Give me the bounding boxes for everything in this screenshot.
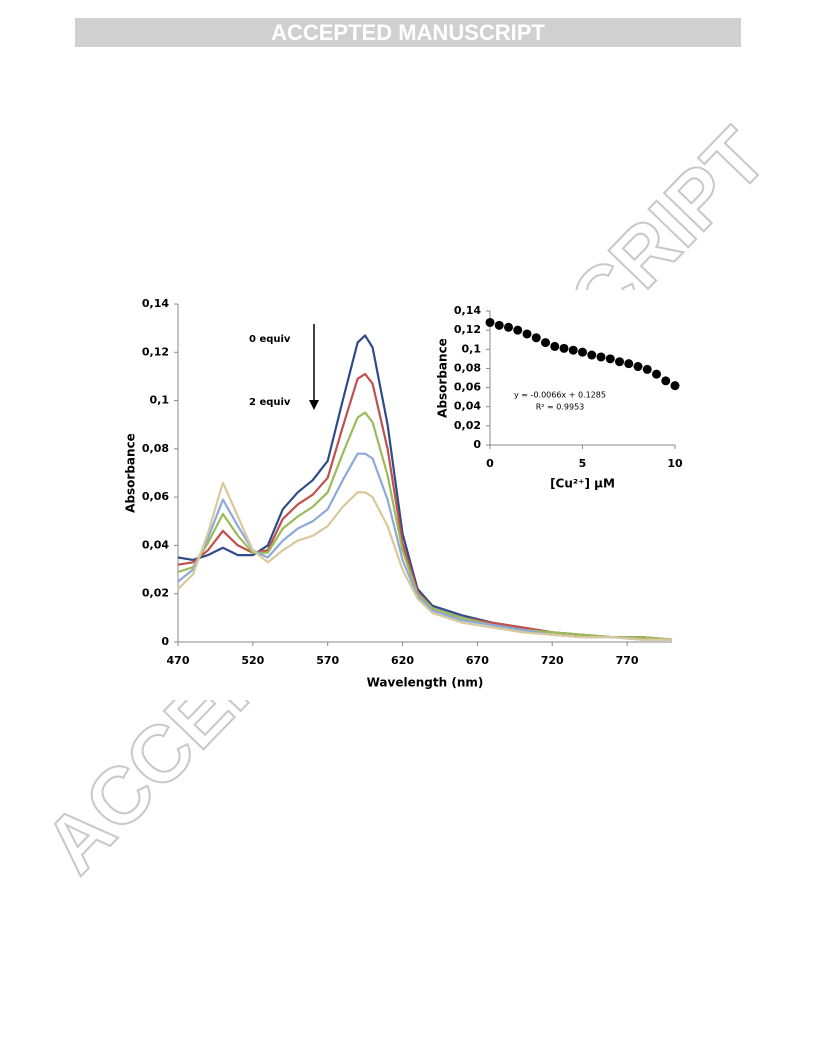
data-point <box>642 364 652 374</box>
y-tick-label: 0,02 <box>142 587 169 600</box>
data-point <box>550 341 560 351</box>
data-point <box>624 359 634 369</box>
x-tick-label: 470 <box>167 654 190 667</box>
x-tick-label: 570 <box>316 654 339 667</box>
data-point <box>513 325 523 335</box>
x-tick-label: 5 <box>579 457 587 470</box>
annotation: R² = 0.9953 <box>536 403 585 412</box>
x-tick-label: 520 <box>241 654 264 667</box>
spectrum-line <box>177 481 672 641</box>
y-tick-label: 0 <box>473 438 481 451</box>
y-tick-label: 0,02 <box>454 419 481 432</box>
data-point <box>596 352 606 362</box>
y-axis-label: Absorbance <box>124 433 138 513</box>
data-point <box>522 329 532 339</box>
x-tick-label: 720 <box>541 654 564 667</box>
data-point <box>504 322 513 332</box>
y-tick-label: 0,12 <box>454 323 481 336</box>
y-tick-label: 0,06 <box>142 490 169 503</box>
data-point <box>578 347 587 357</box>
y-tick-label: 0,04 <box>142 538 169 551</box>
x-tick-label: 770 <box>616 654 639 667</box>
x-tick-label: 0 <box>486 457 494 470</box>
y-tick-label: 0 <box>161 635 169 648</box>
y-tick-label: 0,1 <box>150 394 170 407</box>
figure-background <box>120 290 690 700</box>
y-tick-label: 0,08 <box>454 361 481 374</box>
data-point <box>531 333 541 343</box>
x-tick-label: 670 <box>466 654 489 667</box>
data-point <box>633 362 643 372</box>
data-point <box>568 345 578 355</box>
annotation: 0 equiv <box>249 334 291 345</box>
y-tick-label: 0,1 <box>462 342 482 355</box>
annotation: y = -0.0066x + 0.1285 <box>514 391 606 400</box>
y-tick-label: 0,14 <box>454 304 481 317</box>
y-tick-label: 0,06 <box>454 381 481 394</box>
annotation: 2 equiv <box>249 397 291 408</box>
x-axis-label: [Cu²⁺] µM <box>550 477 615 491</box>
spectrum-line <box>177 411 673 641</box>
data-point <box>587 350 597 360</box>
data-point <box>670 381 680 391</box>
x-axis-label: Wavelength (nm) <box>367 676 484 690</box>
x-tick-label: 10 <box>667 457 683 470</box>
y-axis-label: Absorbance <box>436 338 450 418</box>
data-point <box>485 317 495 327</box>
data-point <box>494 320 504 330</box>
arrow-head <box>309 400 319 410</box>
header-bar <box>75 18 741 47</box>
data-point <box>541 338 550 348</box>
data-point <box>605 354 615 364</box>
data-point <box>661 376 671 386</box>
header-title: ACCEPTED MANUSCRIPT <box>271 20 545 45</box>
x-tick-label: 620 <box>391 654 414 667</box>
data-point <box>559 343 569 353</box>
y-tick-label: 0,08 <box>142 442 169 455</box>
y-tick-label: 0,04 <box>454 400 481 413</box>
data-point <box>652 369 661 379</box>
y-tick-label: 0,14 <box>142 297 169 310</box>
data-point <box>615 357 624 367</box>
y-tick-label: 0,12 <box>142 345 169 358</box>
